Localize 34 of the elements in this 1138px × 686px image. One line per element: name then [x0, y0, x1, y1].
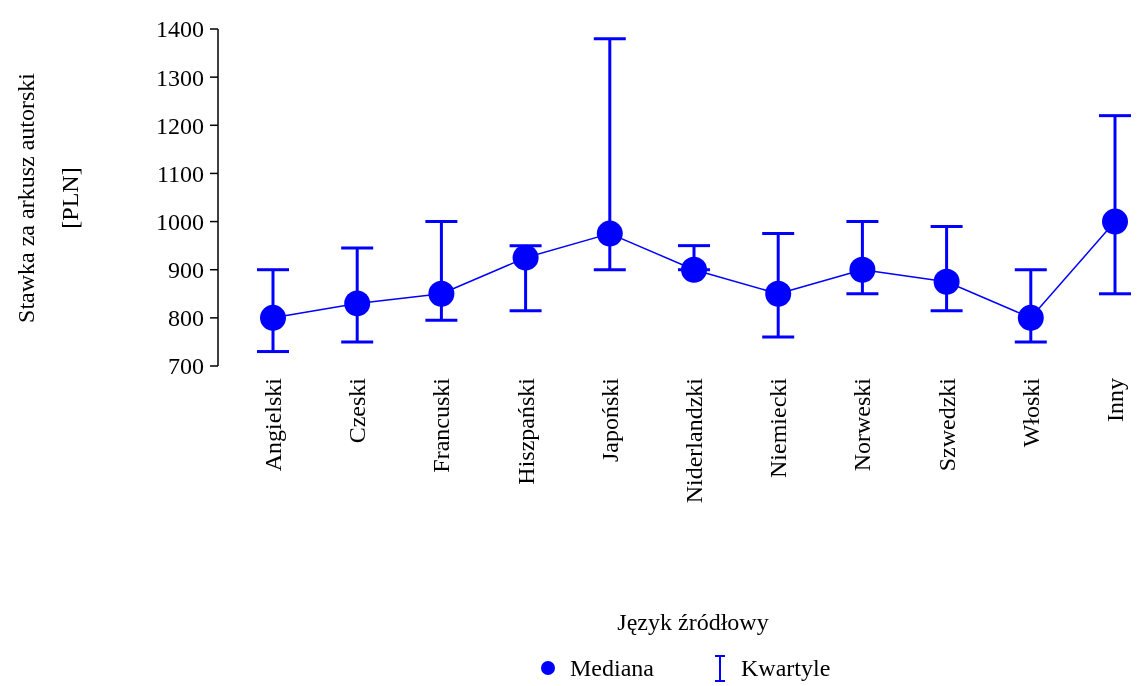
x-tick-label: Inny	[1102, 378, 1128, 422]
x-axis-title: Język źródłowy	[617, 609, 769, 635]
point	[596, 220, 623, 247]
x-tick-label: Szwedzki	[933, 377, 960, 472]
x-tick-label: Czeski	[344, 377, 371, 444]
x-tick-label: Hiszpański	[512, 377, 539, 485]
point	[681, 256, 707, 283]
point	[1017, 304, 1044, 331]
x-tick-label: Niderlandzki	[681, 377, 707, 504]
y-tick-label: 1000	[156, 208, 204, 235]
point	[765, 280, 792, 307]
x-tick-label: Niemiecki	[765, 377, 792, 478]
y-tick-label: 700	[168, 353, 204, 380]
point	[1102, 208, 1128, 235]
y-tick-label: 1400	[156, 16, 204, 43]
point	[933, 268, 960, 295]
y-tick-label: 900	[168, 257, 204, 284]
text: Kwartyle	[741, 655, 831, 682]
point	[512, 244, 539, 271]
y-tick-label: 800	[168, 305, 204, 332]
point	[260, 304, 286, 331]
x-tick-label: Norweski	[849, 377, 876, 472]
point	[344, 290, 371, 317]
point	[428, 280, 455, 307]
x-tick-label: Włoski	[1017, 377, 1044, 448]
point	[849, 256, 876, 283]
y-tick-label: 1200	[156, 112, 204, 139]
y-tick-label: 1300	[156, 64, 204, 91]
x-tick-label: Francuski	[428, 377, 455, 473]
y-tick-label: 1100	[156, 160, 204, 187]
x-tick-label: Angielski	[260, 377, 286, 472]
legend-label: Mediana	[570, 655, 655, 682]
x-tick-label: Japoński	[596, 377, 623, 462]
y-axis-title: Stawka za arkusz autorski [PLN]	[13, 72, 83, 323]
